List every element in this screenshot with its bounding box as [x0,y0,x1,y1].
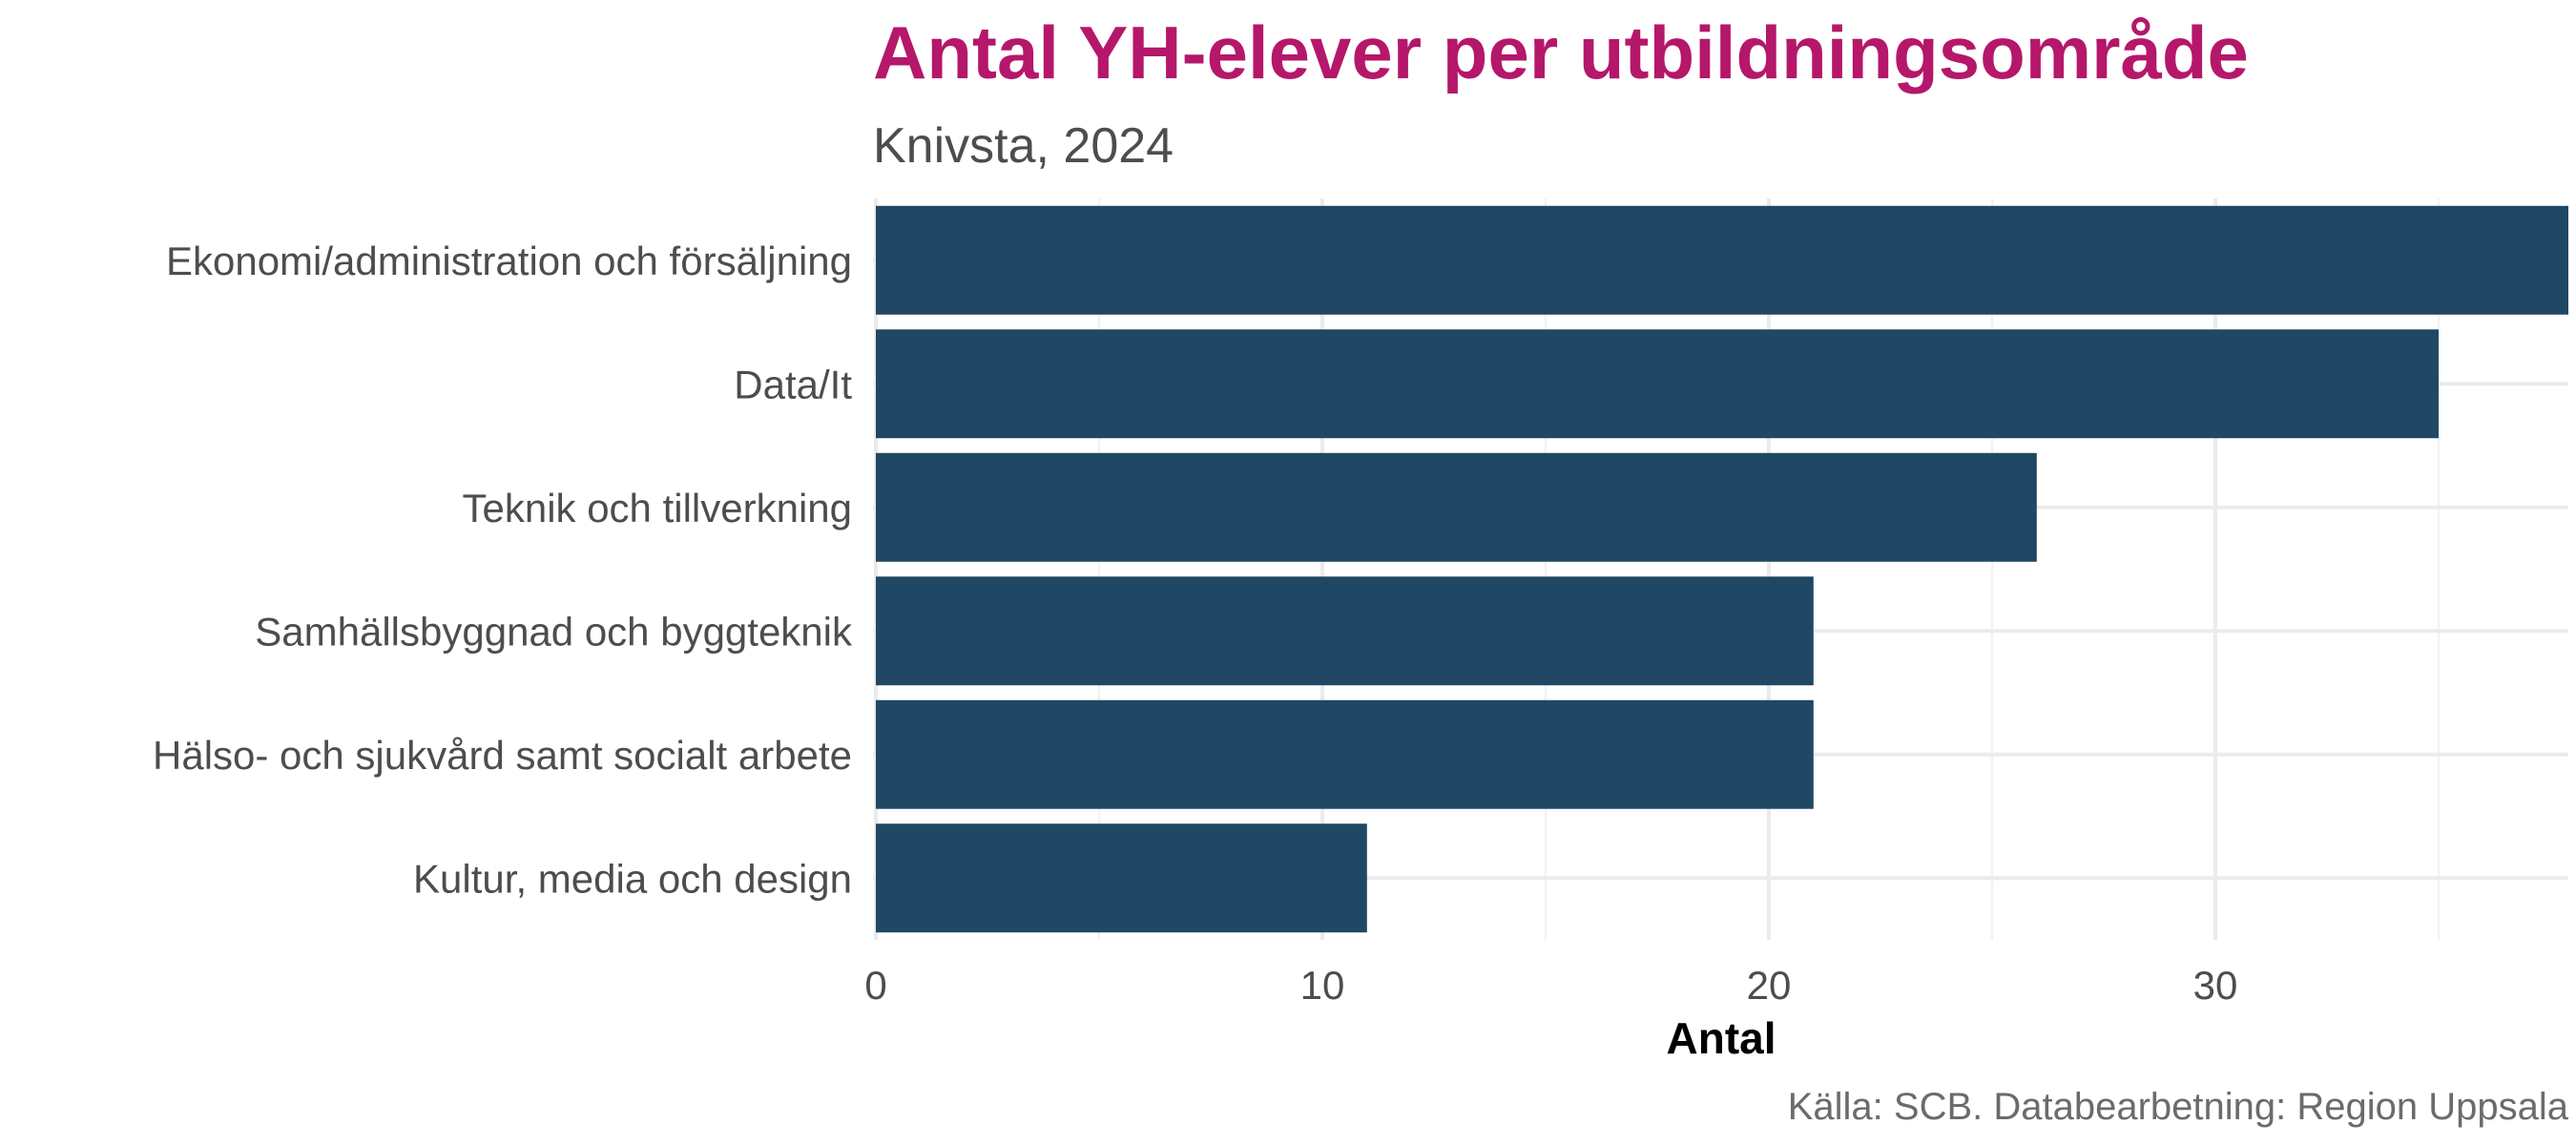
category-label: Teknik och tillverkning [462,486,852,531]
bar [876,576,1814,686]
category-label: Ekonomi/administration och försäljning [166,239,852,283]
category-label: Samhällsbyggnad och byggteknik [255,609,853,654]
chart-caption: Källa: SCB. Databearbetning: Region Upps… [1788,1086,2569,1128]
bars [876,205,2568,933]
bar [876,205,2568,315]
x-tick-label: 0 [864,963,886,1008]
category-label: Data/It [734,362,852,406]
x-tick-label: 20 [1747,963,1792,1008]
x-tick-label: 10 [1300,963,1345,1008]
bar [876,699,1814,809]
chart-title: Antal YH-elever per utbildningsområde [873,10,2249,94]
category-label: Hälso- och sjukvård samt socialt arbete [153,733,852,778]
bar [876,452,2037,562]
x-tick-label: 30 [2193,963,2238,1008]
bar [876,329,2439,439]
x-tick-labels: 0 10 20 30 [864,963,2237,1008]
category-labels: Ekonomi/administration och försäljning Da… [153,239,853,902]
bar [876,823,1367,933]
category-label: Kultur, media och design [413,856,852,901]
chart-subtitle: Knivsta, 2024 [873,118,1174,174]
x-axis-title: Antal [1667,1013,1776,1063]
